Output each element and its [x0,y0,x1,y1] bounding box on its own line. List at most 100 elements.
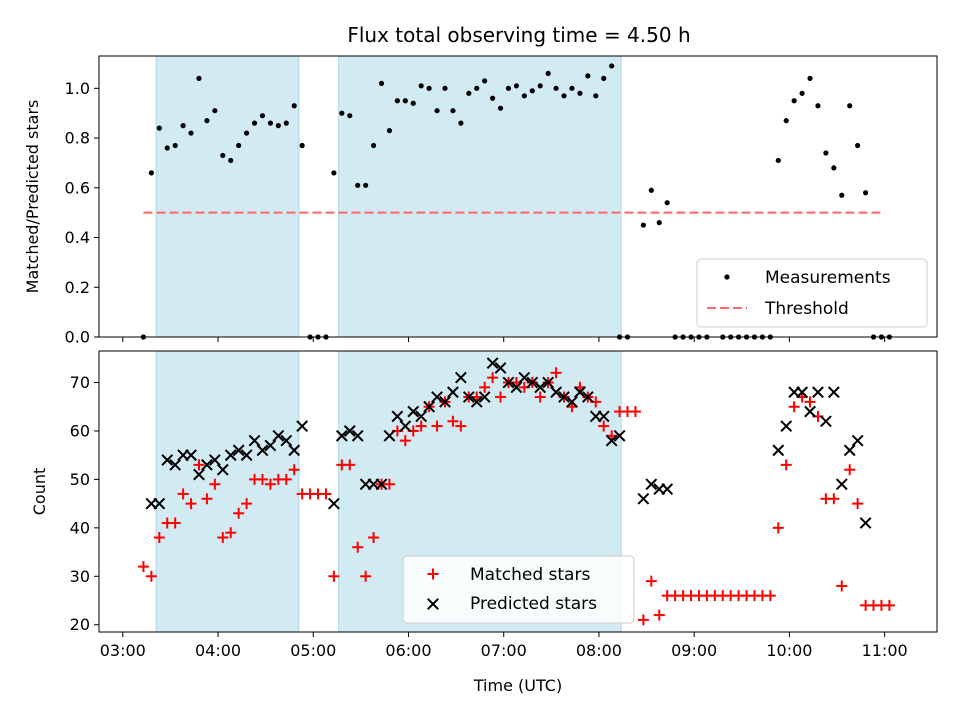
marker-stroke [288,444,301,457]
predicted-star-marker [613,429,626,442]
marker-stroke [335,429,348,442]
matched-star-marker [153,532,165,544]
x-tick-label: 05:00 [290,641,336,660]
predicted-star-marker [645,478,658,491]
marker-stroke [343,425,356,437]
predicted-star-marker [518,371,531,384]
predicted-star-marker [494,362,507,374]
marker-stroke [796,386,809,399]
bottom-shaded-interval [155,350,300,633]
matched-star-marker [193,459,205,471]
x-tick-label: 10:00 [766,641,812,660]
bottom-plot-frame [98,350,938,633]
measurement-point [609,63,615,69]
measurement-point [601,75,607,81]
marker-stroke [637,492,650,505]
marker-stroke [185,449,197,462]
marker-stroke [835,478,848,491]
predicted-star-marker [804,405,816,418]
measurement-point [664,200,670,206]
predicted-star-marker [597,410,610,423]
predicted-star-marker [375,478,388,491]
x-tick-label: 09:00 [671,641,717,660]
top-legend: Measurements Threshold [696,258,928,328]
predicted-star-markers [145,357,872,529]
marker-stroke [812,386,824,399]
matched-star-marker [487,372,499,384]
matched-star-marker [383,478,395,490]
measurement-point [355,182,361,188]
matched-star-marker [804,396,816,408]
measurement-point [490,95,496,101]
measurement-point [363,182,369,188]
x-tick-label: 07:00 [481,641,527,660]
measurement-point [236,142,242,149]
matched-star-marker [883,599,895,611]
y-tick-label: 70 [70,373,90,392]
predicted-star-marker [510,381,523,394]
marker-stroke [439,395,451,408]
predicted-star-marker [542,376,555,389]
legend-predicted-label: Predicted stars [470,594,597,614]
marker-stroke [470,395,483,408]
predicted-star-marker [502,376,515,389]
predicted-star-marker [819,415,832,428]
marker-stroke [581,391,594,403]
marker-stroke [478,391,491,403]
marker-stroke [804,405,816,418]
measurement-point [537,83,543,89]
marker-stroke [375,478,388,491]
measurement-point [426,85,432,91]
bottom-legend: Matched stars Predicted stars [402,555,635,624]
measurement-point [180,123,186,129]
x-tick-label: 06:00 [385,641,431,660]
measurement-point [815,103,821,109]
matched-star-marker [320,488,332,500]
predicted-star-marker [661,483,674,495]
marker-stroke [153,497,166,510]
matched-star-marker [368,532,380,544]
predicted-star-marker [153,497,166,510]
measurement-point [394,98,400,104]
measurement-point [466,90,472,96]
marker-stroke [645,478,658,491]
predicted-star-marker [812,386,824,399]
measurement-point [196,75,202,81]
measurement-point [513,83,520,89]
predicted-star-marker [391,410,404,423]
matched-star-marker [479,381,491,393]
marker-stroke [327,497,340,510]
matched-star-marker [352,541,364,553]
measurement-point [204,118,210,124]
measurement-point [299,142,305,149]
predicted-star-marker [280,434,293,447]
bottom-panel: 20 30 40 50 60 70 03:00 04:00 05:00 06:00 07:00 08… [30,350,938,695]
predicted-star-marker [780,420,793,433]
measurement-point [212,108,218,114]
matched-star-marker [225,527,237,539]
measurement-point [577,90,583,96]
predicted-star-marker [415,410,428,423]
x-tick-label: 04:00 [195,641,241,660]
predicted-star-marker [772,444,785,457]
predicted-star-marker [470,395,483,408]
predicted-star-marker [399,420,412,433]
marker-stroke [201,458,213,471]
predicted-star-marker [272,429,285,442]
marker-stroke [827,386,840,399]
marker-stroke [486,357,499,370]
measurement-point [450,108,456,114]
measurement-point [378,80,385,86]
bottom-legend-box [402,555,635,624]
y-tick-label: 0.0 [65,328,90,347]
measurement-point [291,103,297,109]
predicted-star-marker [534,381,547,394]
predicted-star-marker [447,386,459,399]
marker-stroke [248,434,261,447]
matched-star-marker [852,498,864,510]
measurement-point [783,118,789,124]
y-tick-label: 1.0 [65,79,90,98]
marker-stroke [597,410,610,423]
top-legend-box [696,258,928,328]
